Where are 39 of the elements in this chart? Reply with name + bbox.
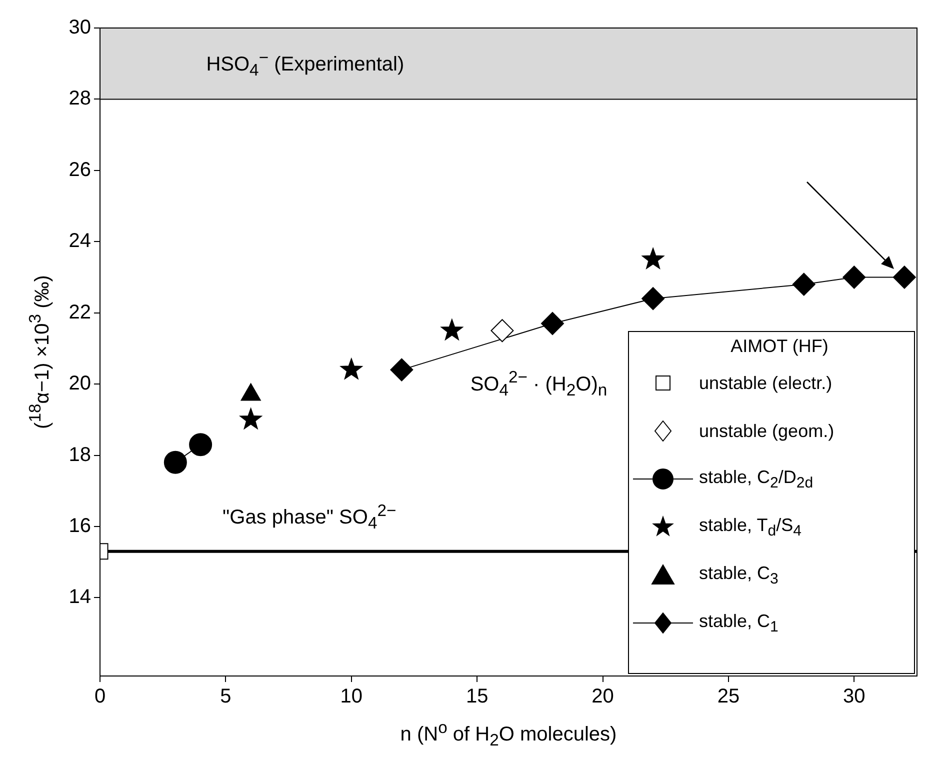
y-tick-label: 20 bbox=[68, 372, 91, 395]
legend-label: stable, C$_{1}$ bbox=[699, 610, 778, 636]
point bbox=[642, 248, 664, 269]
x-tick-label: 25 bbox=[717, 686, 740, 708]
point bbox=[189, 433, 212, 456]
point bbox=[642, 287, 665, 310]
y-tick-label: 30 bbox=[68, 16, 91, 39]
point bbox=[842, 266, 866, 289]
point bbox=[440, 319, 463, 340]
point bbox=[792, 272, 816, 296]
y-tick-label: 28 bbox=[68, 88, 91, 110]
x-tick-label: 15 bbox=[466, 686, 488, 708]
y-tick-label: 16 bbox=[68, 514, 91, 537]
legend-label: stable, T$_{d}$/S$_{4}$ bbox=[699, 514, 802, 540]
point bbox=[164, 450, 187, 474]
legend-label: unstable (geom.) bbox=[699, 420, 834, 442]
legend-title: AIMOT (HF) bbox=[730, 336, 830, 357]
x-tick-label: 5 bbox=[220, 686, 232, 708]
band-label: HSO$_{4}$$^{−}$ (Experimental) bbox=[206, 48, 404, 80]
point bbox=[390, 358, 414, 382]
y-tick-label: 24 bbox=[68, 230, 91, 252]
point bbox=[240, 408, 262, 430]
x-tick-label: 10 bbox=[340, 686, 363, 708]
legend-label: unstable (electr.) bbox=[699, 372, 832, 394]
point bbox=[490, 319, 514, 342]
annotation: SO$_{4}$$^{2−}$ · (H$_{2}$O)$_{n}$ bbox=[470, 368, 608, 401]
x-tick-label: 30 bbox=[843, 686, 866, 708]
x-axis-title: n (N$^{o}$ of H$_{2}$O molecules) bbox=[400, 718, 617, 751]
point bbox=[340, 358, 362, 380]
legend-label: stable, C$_{2}$/D$_{2d}$ bbox=[699, 466, 814, 492]
point bbox=[892, 266, 916, 289]
legend-label: stable, C$_{3}$ bbox=[699, 562, 778, 588]
point bbox=[540, 312, 564, 336]
x-tick-label: 0 bbox=[94, 686, 106, 708]
y-tick-label: 14 bbox=[68, 586, 91, 608]
y-tick-label: 22 bbox=[68, 301, 91, 324]
y-tick-label: 18 bbox=[68, 444, 91, 466]
y-tick-label: 26 bbox=[68, 158, 91, 181]
x-tick-label: 20 bbox=[592, 686, 614, 708]
